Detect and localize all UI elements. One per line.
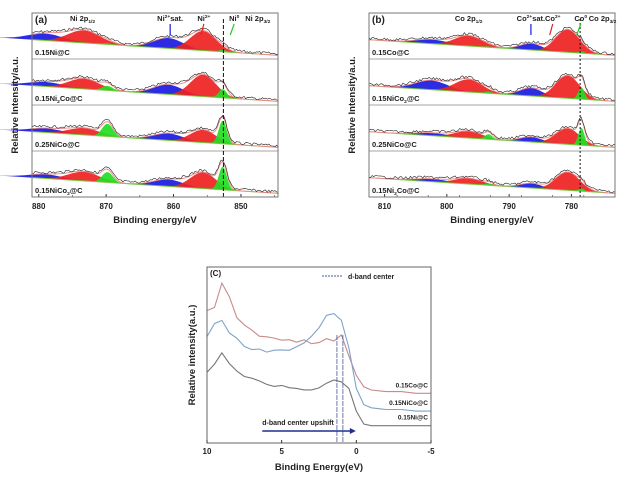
- peak-annotation: Co2+sat.: [517, 14, 545, 23]
- x-tick-label: 850: [234, 202, 248, 211]
- series-line: [206, 312, 431, 412]
- legend-label: d-band center: [348, 274, 395, 281]
- background-line: [368, 39, 616, 56]
- sample-label: 0.25NiCo@C: [35, 140, 80, 149]
- peak-annotation: Ni 2p1/2: [70, 14, 95, 25]
- peak-annotation: Co 2p3/2: [589, 14, 617, 25]
- peak-ni0: [210, 166, 235, 191]
- peak-co2-: [532, 29, 604, 55]
- x-tick-label: 10: [203, 447, 212, 456]
- panel-label: (C): [210, 269, 221, 278]
- fit-envelope: [368, 118, 616, 148]
- background-line: [31, 85, 279, 102]
- x-tick-label: 860: [167, 202, 181, 211]
- fit-envelope: [31, 116, 279, 148]
- x-tick-label: 870: [99, 202, 113, 211]
- plot-frame: [206, 266, 432, 444]
- sample-label: 0.15NiCo2@C: [35, 186, 83, 197]
- x-axis-title: Binding energy/eV: [450, 215, 534, 226]
- panel-label: (a): [35, 15, 47, 26]
- upshift-arrow-head: [349, 428, 356, 434]
- x-tick-label: -5: [427, 447, 435, 456]
- raw-spectrum: [368, 26, 616, 55]
- plot-frame: [31, 12, 279, 198]
- fit-envelope: [31, 161, 279, 194]
- upshift-label: d-band center upshift: [262, 420, 334, 427]
- annotation-arrow: [549, 23, 554, 36]
- fit-envelope: [31, 73, 279, 102]
- peak-ni2-: [35, 30, 133, 47]
- fit-envelope: [368, 74, 616, 102]
- raw-spectrum: [31, 115, 279, 148]
- y-axis-title: Relative intensity(a.u.): [187, 305, 198, 406]
- raw-spectrum: [32, 159, 279, 193]
- y-axis-title: Relative Intensity/a.u.: [10, 56, 21, 153]
- peak-co2-: [532, 75, 604, 101]
- peak-ni0: [210, 89, 235, 99]
- fit-envelope: [368, 171, 616, 194]
- peak-ni0: [91, 172, 124, 184]
- background-line: [31, 177, 279, 194]
- series-label: 0.15Co@C: [396, 382, 429, 389]
- peak-annotation: Co0: [574, 14, 587, 23]
- peak-annotation: Co2+: [545, 14, 561, 23]
- annotation-arrow: [200, 23, 205, 36]
- raw-spectrum: [368, 116, 616, 147]
- sample-label: 0.25NiCo@C: [372, 140, 417, 149]
- peak-co2-: [427, 79, 510, 95]
- annotation-arrow: [229, 23, 235, 36]
- x-axis-title: Binding Energy(eV): [275, 462, 363, 473]
- peak-ni0: [91, 85, 124, 92]
- peak-annotation: Ni2+sat.: [157, 14, 183, 23]
- x-tick-label: 790: [502, 202, 516, 211]
- background-line: [368, 177, 616, 194]
- panel-b: 810 800 790 780 0.15Co@C 0.15NiCo2@C 0.25NiCo@…: [347, 12, 617, 226]
- panel-label: (b): [372, 15, 385, 26]
- sample-label: 0.15Ni@C: [35, 48, 70, 57]
- sample-label: 0.15Ni2Co@C: [35, 94, 83, 105]
- peak-ni0: [210, 120, 235, 145]
- x-tick-label: 800: [440, 202, 454, 211]
- peak-co0: [572, 188, 591, 192]
- peak-ni2-: [164, 31, 242, 53]
- peak-co2-: [427, 35, 510, 49]
- raw-spectrum: [31, 71, 279, 101]
- series-line: [206, 351, 431, 427]
- x-tick-label: 5: [279, 447, 284, 456]
- x-tick-label: 880: [32, 202, 46, 211]
- x-tick-label: 810: [378, 202, 392, 211]
- series-label: 0.15NiCo@C: [389, 400, 428, 407]
- x-tick-label: 0: [354, 447, 359, 456]
- peak-co0: [572, 127, 591, 146]
- panel-c: 0.15Co@C 0.15NiCo@C 0.15Ni@C d-band center …: [187, 266, 435, 473]
- sample-label: 0.15Co@C: [372, 48, 410, 57]
- x-axis-title: Binding energy/eV: [113, 215, 197, 226]
- peak-annotation: Ni 2p3/2: [245, 14, 270, 25]
- fit-envelope: [368, 28, 616, 56]
- plot-frame: [368, 12, 616, 198]
- raw-spectrum: [368, 72, 616, 101]
- sample-label: 0.15Ni2Co@C: [372, 186, 420, 197]
- y-axis-title: Relative Intensity/a.u.: [347, 56, 358, 153]
- peak-annotation: Ni0: [229, 14, 240, 23]
- peak-annotation: Ni2+: [197, 14, 210, 23]
- peak-co2-: [532, 171, 604, 193]
- background-line: [368, 131, 616, 148]
- raw-spectrum: [368, 169, 616, 194]
- peak-annotation: Co 2p1/2: [455, 14, 483, 25]
- background-line: [368, 85, 616, 102]
- annotation-arrow: [576, 23, 582, 36]
- sample-label: 0.15NiCo2@C: [372, 94, 420, 105]
- peak-co0: [572, 87, 591, 100]
- x-tick-label: 780: [565, 202, 579, 211]
- panel-a: 880 870 860 850 0.15Ni@C 0.15Ni2Co@C 0.25NiCo@…: [0, 12, 279, 226]
- series-label: 0.15Ni@C: [398, 415, 428, 422]
- fit-envelope: [31, 29, 279, 56]
- series-line: [206, 281, 431, 394]
- raw-spectrum: [32, 26, 279, 56]
- peak-ni0: [91, 123, 124, 138]
- background-line: [31, 39, 279, 56]
